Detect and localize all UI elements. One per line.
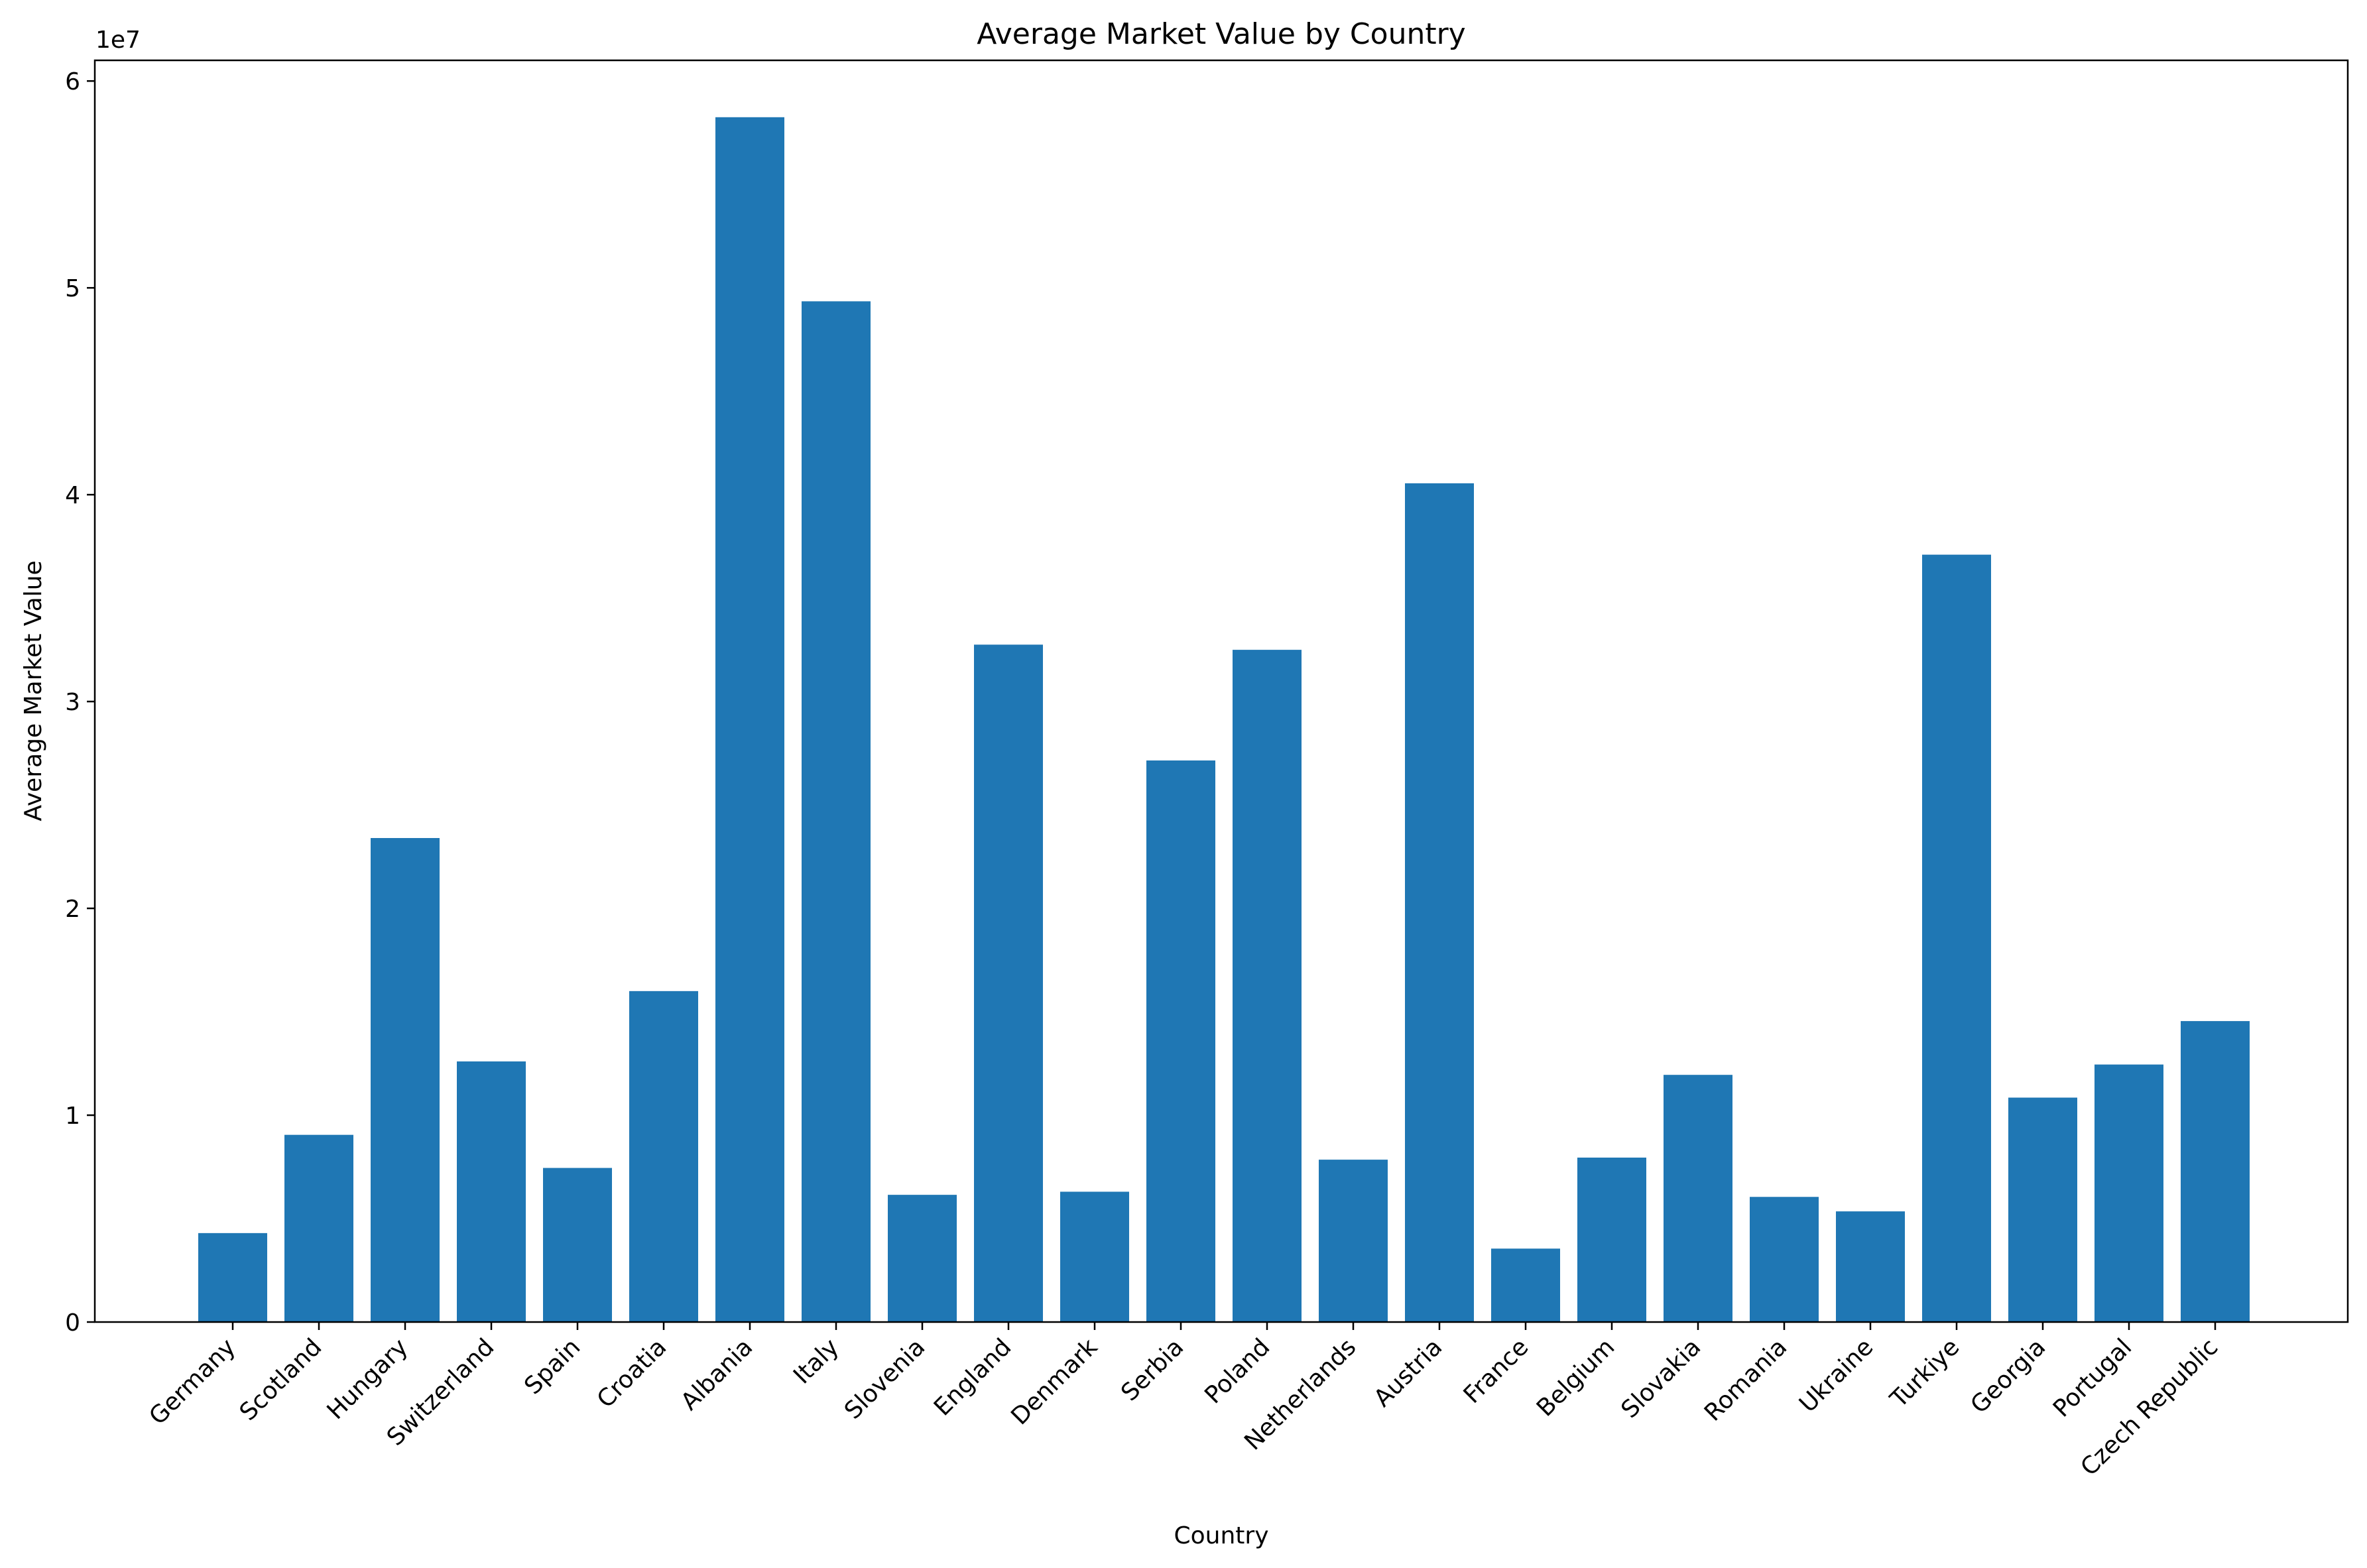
y-tick-label: 6 <box>65 68 80 95</box>
bar-italy <box>802 301 871 1323</box>
bar-georgia <box>2008 1097 2077 1322</box>
bar-czech-republic <box>2181 1021 2250 1322</box>
bar-ukraine <box>1836 1211 1905 1322</box>
x-tick-label: Spain <box>519 1333 585 1400</box>
bar-hungary <box>371 837 440 1322</box>
bar-netherlands <box>1319 1160 1388 1322</box>
x-tick-label: Croatia <box>592 1333 672 1414</box>
x-tick-label: Slovenia <box>839 1333 930 1424</box>
x-tick-label: Portugal <box>2048 1333 2137 1422</box>
x-tick-label: Georgia <box>1966 1333 2051 1419</box>
x-tick-label: Austria <box>1368 1333 1447 1412</box>
bar-slovakia <box>1664 1075 1732 1322</box>
x-tick-label: Hungary <box>322 1333 414 1425</box>
bar-scotland <box>284 1134 353 1322</box>
x-tick-label: Germany <box>144 1333 241 1430</box>
chart-title: Average Market Value by Country <box>977 17 1465 51</box>
bar-croatia <box>629 991 698 1322</box>
bar-france <box>1491 1248 1560 1322</box>
bar-albania <box>715 117 784 1322</box>
x-tick-label: Turkiye <box>1885 1333 1965 1414</box>
y-tick-label: 5 <box>65 275 80 302</box>
x-tick-label: Denmark <box>1006 1333 1103 1430</box>
x-tick-label: Slovakia <box>1616 1333 1706 1423</box>
y-tick-label: 4 <box>65 482 80 509</box>
bar-poland <box>1233 650 1302 1322</box>
bar-denmark <box>1060 1191 1129 1322</box>
x-tick-label: Poland <box>1199 1333 1275 1409</box>
y-axis: 0 1 2 3 4 5 6 <box>65 68 95 1337</box>
y-tick-label: 3 <box>65 689 80 716</box>
bar-switzerland <box>457 1061 526 1322</box>
y-tick-label: 0 <box>65 1309 80 1337</box>
y-axis-label: Average Market Value <box>20 560 47 821</box>
y-tick-label: 1 <box>65 1103 80 1130</box>
x-tick-label: France <box>1459 1333 1534 1409</box>
bar-romania <box>1750 1197 1819 1322</box>
bar-belgium <box>1577 1157 1646 1322</box>
x-tick-label: Belgium <box>1532 1333 1620 1421</box>
x-tick-label: Albania <box>676 1333 758 1416</box>
bar-portugal <box>2094 1064 2163 1322</box>
bar-austria <box>1405 483 1474 1323</box>
x-axis-label: Country <box>1174 1522 1268 1549</box>
x-tick-label: Scotland <box>235 1333 328 1426</box>
x-tick-label: Italy <box>788 1333 844 1389</box>
bar-serbia <box>1146 760 1215 1322</box>
plot-frame <box>93 59 2349 1323</box>
bar-england <box>974 644 1043 1322</box>
bar-germany <box>198 1233 267 1322</box>
bar-turkiye <box>1922 554 1991 1323</box>
bars-group <box>198 117 2250 1323</box>
x-tick-label: Serbia <box>1116 1333 1189 1406</box>
bar-spain <box>543 1168 612 1322</box>
y-tick-label: 2 <box>65 896 80 923</box>
x-tick-label: Ukraine <box>1794 1333 1878 1417</box>
x-tick-label: England <box>929 1333 1016 1421</box>
x-tick-label: Romania <box>1699 1333 1792 1426</box>
bar-slovenia <box>888 1195 957 1322</box>
y-axis-offset-label: 1e7 <box>95 27 141 54</box>
